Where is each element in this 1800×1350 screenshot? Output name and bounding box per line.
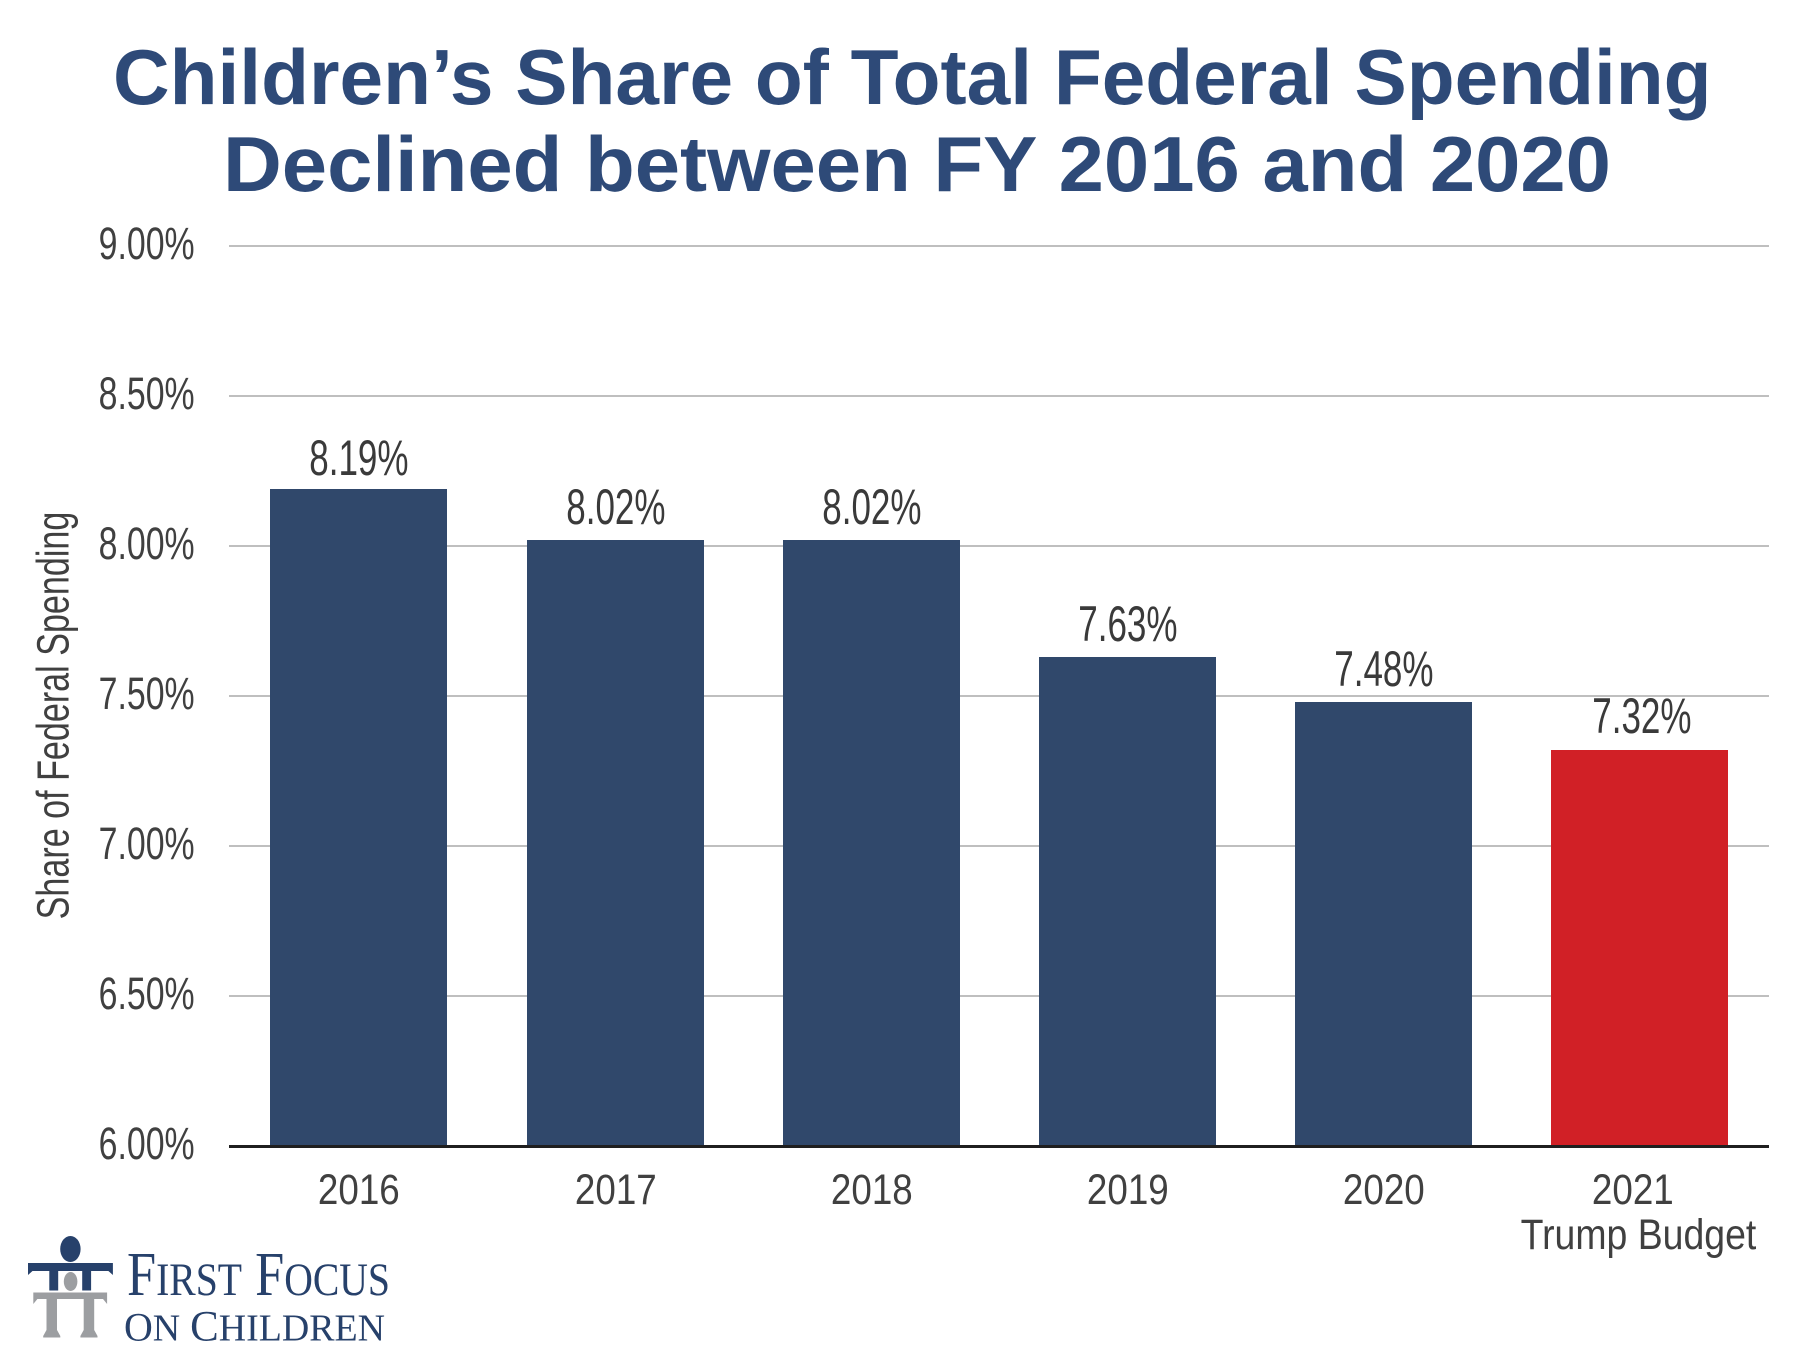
svg-text:FIRST FOCUS: FIRST FOCUS [127,1241,390,1309]
svg-text:ON CHILDREN: ON CHILDREN [124,1303,385,1350]
